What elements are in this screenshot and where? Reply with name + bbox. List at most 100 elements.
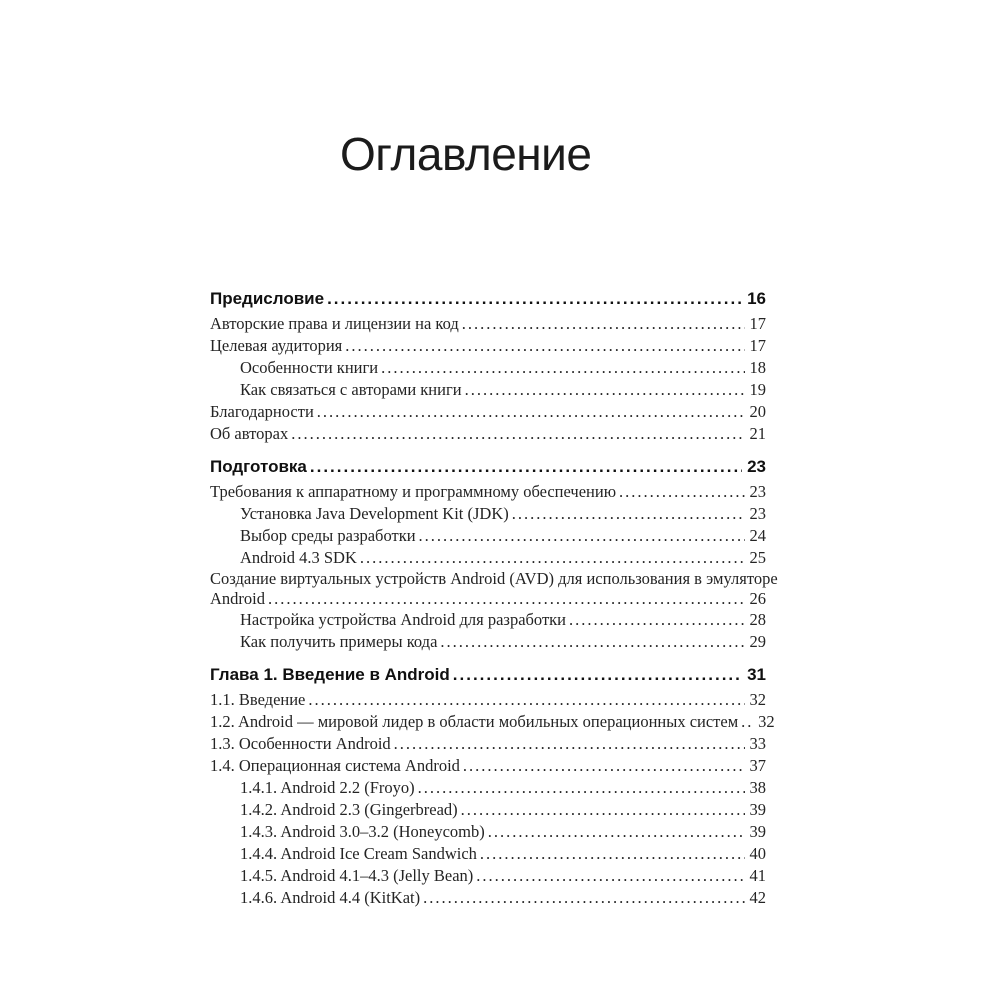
dot-leader bbox=[461, 799, 745, 821]
toc-entry-label: Авторские права и лицензии на код bbox=[210, 314, 459, 333]
page-number: 29 bbox=[749, 632, 767, 651]
toc-entry-label: Как связаться с авторами книги bbox=[240, 380, 462, 399]
toc-entry: 1.2. Android — мировой лидер в области м… bbox=[210, 711, 775, 733]
toc-section: Предисловие 16 Авторские права и лицензии … bbox=[210, 288, 766, 445]
page-number: 23 bbox=[747, 457, 766, 476]
toc-entry: 1.4.5. Android 4.1–4.3 (Jelly Bean) 41 bbox=[210, 865, 766, 887]
toc-entry: Android 4.3 SDK 25 bbox=[210, 547, 766, 569]
toc-entry-label: 1.4.4. Android Ice Cream Sandwich bbox=[240, 844, 477, 863]
toc-entry: Благодарности 20 bbox=[210, 401, 766, 423]
page-number: 23 bbox=[749, 504, 767, 523]
toc-entry-label: 1.4.5. Android 4.1–4.3 (Jelly Bean) bbox=[240, 866, 474, 885]
dot-leader bbox=[480, 843, 745, 865]
dot-leader bbox=[291, 423, 744, 445]
toc-entry: 1.4.4. Android Ice Cream Sandwich 40 bbox=[210, 843, 766, 865]
page-number: 32 bbox=[758, 712, 775, 731]
toc-entry-label: 1.4.1. Android 2.2 (Froyo) bbox=[240, 778, 415, 797]
toc-entry-label: 1.3. Особенности Android bbox=[210, 734, 391, 753]
page-number: 18 bbox=[749, 358, 767, 377]
toc-entry-label: Предисловие bbox=[210, 289, 325, 308]
page-number: 25 bbox=[749, 548, 767, 567]
page-number: 20 bbox=[749, 402, 767, 421]
toc-entry-label: Настройка устройства Android для разрабо… bbox=[240, 610, 567, 629]
page-number: 23 bbox=[749, 482, 767, 501]
page-number: 40 bbox=[749, 844, 767, 863]
dot-leader bbox=[327, 288, 742, 310]
toc-entry-label: 1.4. Операционная система Android bbox=[210, 756, 460, 775]
dot-leader bbox=[463, 755, 745, 777]
toc-entry-label: Как получить примеры кода bbox=[240, 632, 438, 651]
toc-entry-label: 1.4.6. Android 4.4 (KitKat) bbox=[240, 888, 421, 907]
toc-entry-label: Глава 1. Введение в Android bbox=[210, 665, 450, 684]
dot-leader bbox=[394, 733, 745, 755]
toc-entry: Как связаться с авторами книги 19 bbox=[210, 379, 766, 401]
page-number: 42 bbox=[749, 888, 767, 907]
toc-entry: Об авторах 21 bbox=[210, 423, 766, 445]
page-number: 41 bbox=[749, 866, 767, 885]
toc-entry: Глава 1. Введение в Android 31 bbox=[210, 664, 766, 686]
toc-entry-label: Android bbox=[210, 589, 265, 608]
page-number: 39 bbox=[749, 800, 767, 819]
dot-leader bbox=[741, 711, 753, 733]
page-number: 37 bbox=[749, 756, 767, 775]
toc: Предисловие 16 Авторские права и лицензии … bbox=[210, 288, 778, 909]
page-number: 38 bbox=[749, 778, 767, 797]
page-number: 17 bbox=[749, 314, 767, 333]
dot-leader bbox=[453, 664, 742, 686]
dot-leader bbox=[419, 525, 745, 547]
toc-entry-label: Требования к аппаратному и программному … bbox=[210, 482, 617, 501]
toc-entry: 1.4.1. Android 2.2 (Froyo) 38 bbox=[210, 777, 766, 799]
toc-entry: Как получить примеры кода 29 bbox=[210, 631, 766, 653]
toc-entry-label: Подготовка bbox=[210, 457, 307, 476]
page-number: 39 bbox=[749, 822, 767, 841]
dot-leader bbox=[317, 401, 745, 423]
page-number: 17 bbox=[749, 336, 767, 355]
dot-leader bbox=[308, 689, 744, 711]
page-number: 28 bbox=[749, 610, 767, 629]
page-number: 32 bbox=[749, 690, 767, 709]
page-number: 33 bbox=[749, 734, 767, 753]
toc-entry: 1.1. Введение 32 bbox=[210, 689, 766, 711]
page-number: 16 bbox=[747, 289, 766, 308]
toc-entry-label: Целевая аудитория bbox=[210, 336, 343, 355]
toc-entry: 1.4.6. Android 4.4 (KitKat) 42 bbox=[210, 887, 766, 909]
page-number: 19 bbox=[749, 380, 767, 399]
toc-entry: Авторские права и лицензии на код 17 bbox=[210, 313, 766, 335]
toc-section: Глава 1. Введение в Android 31 1.1. Введен… bbox=[210, 664, 775, 909]
page-number: 26 bbox=[749, 589, 767, 608]
dot-leader bbox=[488, 821, 745, 843]
toc-entry-label: Установка Java Development Kit (JDK) bbox=[240, 504, 509, 523]
dot-leader bbox=[465, 379, 745, 401]
dot-leader bbox=[418, 777, 745, 799]
dot-leader bbox=[381, 357, 744, 379]
toc-entry-label: Android 4.3 SDK bbox=[240, 548, 357, 567]
toc-entry: Установка Java Development Kit (JDK) 23 bbox=[210, 503, 766, 525]
toc-entry: Целевая аудитория 17 bbox=[210, 335, 766, 357]
toc-entry-label: 1.1. Введение bbox=[210, 690, 306, 709]
toc-entry: Требования к аппаратному и программному … bbox=[210, 481, 766, 503]
dot-leader bbox=[268, 589, 745, 609]
dot-leader bbox=[462, 313, 745, 335]
page-number: 21 bbox=[749, 424, 767, 443]
toc-section: Подготовка 23 Требования к аппаратному и п… bbox=[210, 456, 778, 653]
toc-entry-label: Особенности книги bbox=[240, 358, 379, 377]
toc-entry: Android 26 bbox=[210, 589, 766, 609]
page-title: Оглавление bbox=[340, 127, 592, 180]
dot-leader bbox=[440, 631, 744, 653]
toc-entry: 1.4.2. Android 2.3 (Gingerbread) 39 bbox=[210, 799, 766, 821]
toc-entry: Подготовка 23 bbox=[210, 456, 766, 478]
page-number: 31 bbox=[747, 665, 766, 684]
dot-leader bbox=[512, 503, 745, 525]
dot-leader bbox=[310, 456, 742, 478]
toc-entry: 1.3. Особенности Android 33 bbox=[210, 733, 766, 755]
page-number: 24 bbox=[749, 526, 767, 545]
toc-entry: 1.4.3. Android 3.0–3.2 (Honeycomb) 39 bbox=[210, 821, 766, 843]
dot-leader bbox=[360, 547, 745, 569]
toc-entry-label: 1.2. Android — мировой лидер в области м… bbox=[210, 712, 739, 731]
toc-entry: Предисловие 16 bbox=[210, 288, 766, 310]
toc-entry-wrapped-line: Создание виртуальных устройств Android (… bbox=[210, 569, 778, 588]
toc-entry: Выбор среды разработки 24 bbox=[210, 525, 766, 547]
dot-leader bbox=[619, 481, 744, 503]
toc-entry: Настройка устройства Android для разрабо… bbox=[210, 609, 766, 631]
